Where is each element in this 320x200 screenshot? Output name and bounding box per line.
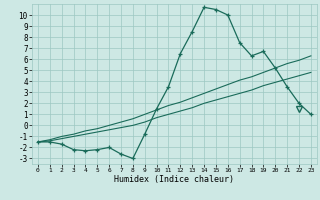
X-axis label: Humidex (Indice chaleur): Humidex (Indice chaleur) <box>115 175 234 184</box>
